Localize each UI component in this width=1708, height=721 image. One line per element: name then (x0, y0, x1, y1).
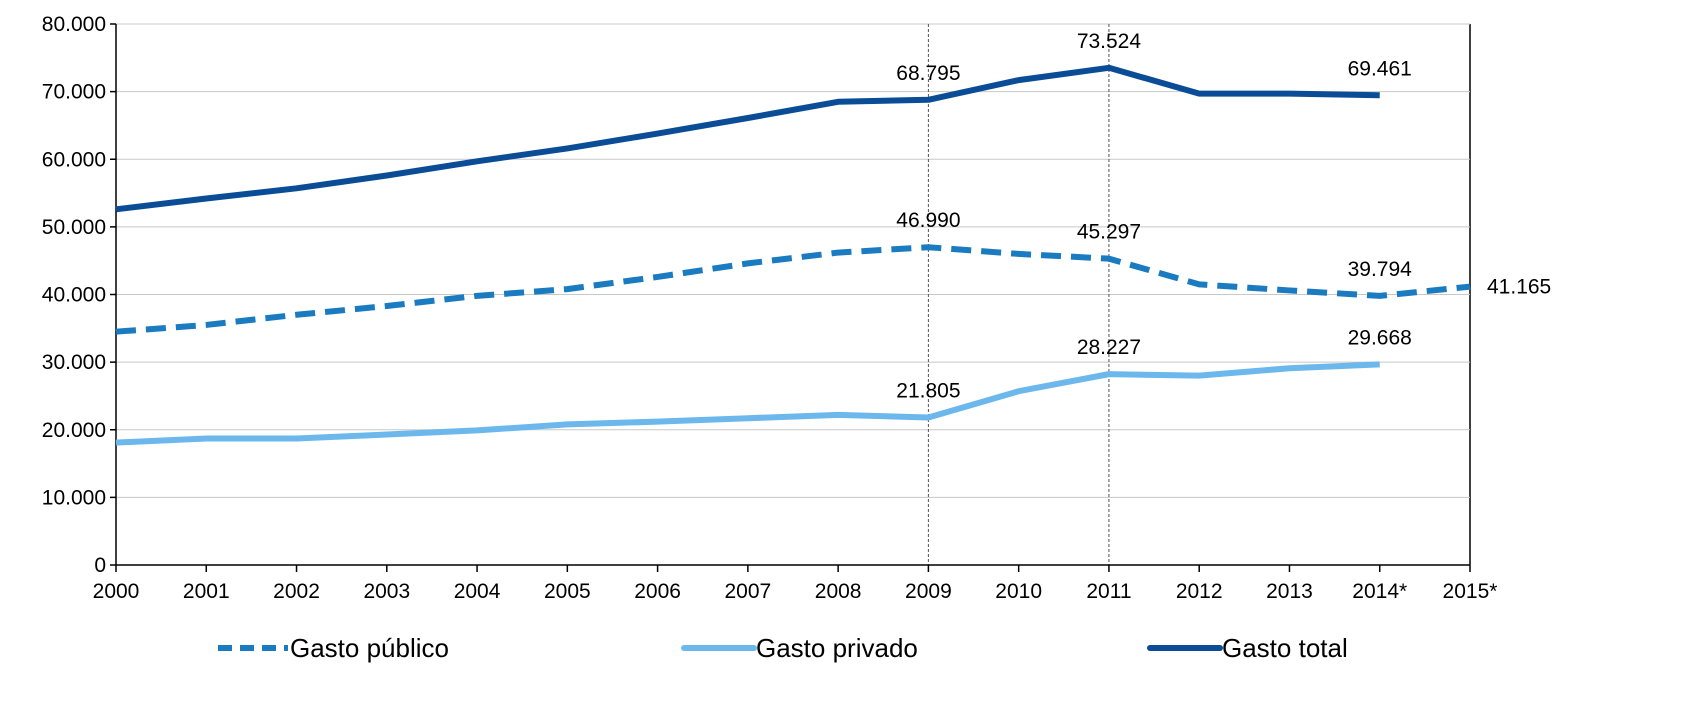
y-tick-label: 60.000 (42, 148, 106, 171)
data-label: 39.794 (1348, 258, 1413, 281)
x-tick-label: 2002 (273, 580, 320, 603)
y-tick-label: 20.000 (42, 419, 106, 442)
y-tick-label: 80.000 (42, 13, 106, 36)
x-tick-label: 2005 (544, 580, 591, 603)
y-tick-label: 70.000 (42, 81, 106, 104)
data-labels: 46.990 45.297 39.794 41.165 21.805 28.227 29.6… (896, 30, 1551, 403)
x-tick-label: 2004 (454, 580, 501, 603)
y-tick-label: 10.000 (42, 486, 106, 509)
data-label: 21.805 (896, 380, 960, 403)
x-tick-label: 2006 (634, 580, 681, 603)
x-tick-label: 2011 (1086, 580, 1131, 603)
x-tick-label: 2012 (1176, 580, 1223, 603)
data-label: 73.524 (1077, 30, 1142, 53)
x-tick-label: 2000 (93, 580, 140, 603)
x-axis-ticks (115, 565, 1471, 572)
legend-label: Gasto privado (756, 633, 918, 663)
y-axis-tick-labels: 0 10.000 20.000 30.000 40.000 50.000 60.000 70.… (42, 13, 106, 577)
data-label: 29.668 (1348, 326, 1412, 349)
series-lines (115, 64, 1471, 446)
series-line-gasto-privado (115, 361, 1380, 446)
x-tick-label: 2001 (183, 580, 230, 603)
x-axis-tick-labels: 2000 2001 2002 2003 2004 2005 2006 2007 2008 2009… (93, 580, 1498, 603)
x-tick-label: 2003 (363, 580, 410, 603)
x-tick-label: 2014* (1352, 580, 1407, 603)
y-tick-label: 30.000 (42, 351, 106, 374)
x-tick-label: 2007 (725, 580, 772, 603)
reference-lines (927, 24, 1110, 565)
legend: Gasto público Gasto privado Gasto total (218, 633, 1348, 663)
x-tick-label: 2013 (1266, 580, 1313, 603)
gridlines (110, 23, 1471, 566)
data-label: 69.461 (1348, 57, 1412, 80)
series-line-gasto-total (115, 64, 1380, 213)
x-tick-label: 2010 (995, 580, 1042, 603)
data-label: 28.227 (1077, 336, 1141, 359)
y-tick-label: 50.000 (42, 216, 106, 239)
data-label: 68.795 (896, 62, 960, 85)
y-tick-label: 0 (94, 554, 106, 577)
legend-label: Gasto público (290, 633, 449, 663)
data-label: 41.165 (1487, 276, 1551, 299)
data-label: 46.990 (896, 209, 960, 232)
series-line-gasto-publico (115, 244, 1471, 335)
x-tick-label: 2009 (905, 580, 952, 603)
data-label: 45.297 (1077, 221, 1141, 244)
y-tick-label: 40.000 (42, 284, 106, 307)
legend-label: Gasto total (1222, 633, 1348, 663)
x-tick-label: 2008 (815, 580, 862, 603)
x-tick-label: 2015* (1443, 580, 1498, 603)
